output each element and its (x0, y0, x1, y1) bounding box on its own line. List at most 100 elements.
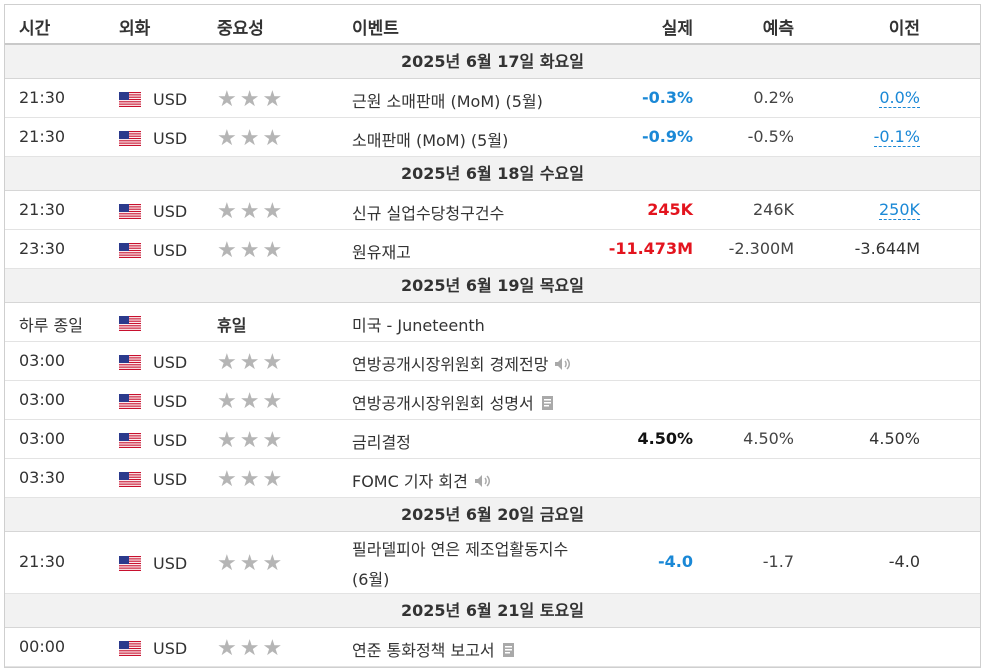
us-flag-icon (119, 131, 141, 146)
star-icon: ★ (262, 467, 286, 492)
date-header: 2025년 6월 19일 목요일 (5, 269, 980, 303)
importance-stars: ★★★ (217, 467, 285, 492)
us-flag-icon (119, 556, 141, 571)
currency-cell: USD (153, 639, 188, 658)
star-icon: ★ (239, 389, 263, 414)
event-name[interactable]: 필라델피아 연은 제조업활동지수 (352, 540, 569, 559)
col-importance-header: 중요성 (217, 19, 264, 39)
forecast-value: -2.300M (728, 239, 794, 258)
previous-value: -4.0 (888, 552, 920, 571)
us-flag-icon (119, 472, 141, 487)
star-icon: ★ (262, 389, 286, 414)
event-cell[interactable]: 근원 소매판매 (MoM) (5월) (352, 88, 543, 112)
date-header: 2025년 6월 20일 금요일 (5, 498, 980, 532)
star-icon: ★ (239, 467, 263, 492)
importance-stars: ★★★ (217, 636, 285, 661)
event-cell[interactable]: 신규 실업수당청구건수 (352, 200, 504, 224)
forecast-value: 0.2% (753, 88, 794, 107)
event-name[interactable]: 원유재고 (352, 243, 411, 262)
table-row[interactable]: 21:30 USD ★★★ 소매판매 (MoM) (5월) -0.9% -0.5% -0.1… (5, 118, 980, 157)
col-forecast-header: 예측 (762, 19, 794, 39)
table-row[interactable]: 하루 종일 휴일 미국 - Juneteenth (5, 303, 980, 342)
star-icon: ★ (239, 87, 263, 112)
event-name[interactable]: 금리결정 (352, 433, 411, 452)
event-name[interactable]: FOMC 기자 회견 (352, 472, 468, 491)
event-name-line2[interactable]: (6월) (352, 570, 390, 589)
previous-value[interactable]: 250K (878, 200, 920, 220)
star-icon: ★ (217, 428, 240, 453)
speaker-icon[interactable] (554, 356, 572, 375)
event-cell[interactable]: 필라델피아 연은 제조업활동지수 (6월) (352, 535, 568, 595)
table-body: 2025년 6월 17일 화요일 21:30 USD ★★★ 근원 소매판매 (MoM)… (5, 45, 980, 667)
forecast-value: 246K (752, 200, 794, 219)
star-icon: ★ (262, 636, 286, 661)
star-icon: ★ (217, 126, 240, 151)
importance-stars: ★★★ (217, 428, 285, 453)
star-icon: ★ (217, 551, 240, 576)
event-name[interactable]: 소매판매 (MoM) (5월) (352, 131, 509, 150)
table-row[interactable]: 21:30 USD ★★★ 필라델피아 연은 제조업활동지수 (6월) -4.0 -1.7-… (5, 532, 980, 594)
time-cell: 21:30 (19, 127, 66, 146)
us-flag-icon (119, 641, 141, 656)
event-name[interactable]: 근원 소매판매 (MoM) (5월) (352, 92, 543, 111)
star-icon: ★ (262, 350, 286, 375)
event-name[interactable]: 신규 실업수당청구건수 (352, 204, 505, 223)
event-name[interactable]: 연방공개시장위원회 경제전망 (352, 355, 549, 374)
star-icon: ★ (239, 551, 263, 576)
event-cell[interactable]: 원유재고 (352, 239, 411, 263)
importance-stars: ★★★ (217, 126, 285, 151)
col-actual-header: 실제 (661, 19, 693, 39)
col-event-header: 이벤트 (352, 19, 399, 39)
star-icon: ★ (262, 428, 286, 453)
table-header: 시간 외화 중요성 이벤트 실제 예측 이전 (5, 5, 980, 45)
forecast-value: 4.50% (743, 429, 794, 448)
table-row[interactable]: 21:30 USD ★★★ 신규 실업수당청구건수 245K 246K 250K (5, 191, 980, 230)
star-icon: ★ (217, 389, 240, 414)
star-icon: ★ (262, 199, 286, 224)
time-cell: 21:30 (19, 552, 66, 571)
table-row[interactable]: 21:30 USD ★★★ 근원 소매판매 (MoM) (5월) -0.3% 0.2% 0.… (5, 79, 980, 118)
event-name[interactable]: 연준 통화정책 보고서 (352, 641, 495, 660)
previous-value[interactable]: -0.1% (873, 127, 920, 147)
star-icon: ★ (239, 350, 263, 375)
col-currency-header: 외화 (119, 19, 151, 39)
previous-value[interactable]: 0.0% (879, 88, 920, 108)
event-name[interactable]: 미국 - Juneteenth (352, 316, 485, 335)
us-flag-icon (119, 316, 141, 331)
star-icon: ★ (217, 199, 240, 224)
speaker-icon[interactable] (474, 473, 492, 492)
table-row[interactable]: 03:00 USD ★★★ 금리결정 4.50% 4.50% 4.50% (5, 420, 980, 459)
document-icon[interactable] (501, 642, 517, 662)
table-row[interactable]: 03:00 USD ★★★ 연방공개시장위원회 경제전망 (5, 342, 980, 381)
event-cell[interactable]: 미국 - Juneteenth (352, 312, 485, 336)
importance-stars: ★★★ (217, 238, 285, 263)
us-flag-icon (119, 433, 141, 448)
event-cell[interactable]: FOMC 기자 회견 (352, 468, 492, 492)
table-row[interactable]: 00:00 USD ★★★ 연준 통화정책 보고서 (5, 628, 980, 667)
table-row[interactable]: 03:30 USD ★★★ FOMC 기자 회견 (5, 459, 980, 498)
importance-stars: ★★★ (217, 87, 285, 112)
previous-value: -3.644M (854, 239, 920, 258)
previous-value: 4.50% (869, 429, 920, 448)
currency-cell: USD (153, 129, 188, 148)
event-cell[interactable]: 연방공개시장위원회 성명서 (352, 390, 556, 415)
us-flag-icon (119, 394, 141, 409)
star-icon: ★ (239, 238, 263, 263)
star-icon: ★ (217, 467, 240, 492)
star-icon: ★ (239, 428, 263, 453)
time-cell: 00:00 (19, 637, 66, 656)
event-name[interactable]: 연방공개시장위원회 성명서 (352, 394, 534, 413)
actual-value: 245K (647, 200, 693, 219)
forecast-value: -1.7 (762, 552, 794, 571)
event-cell[interactable]: 소매판매 (MoM) (5월) (352, 127, 508, 151)
table-row[interactable]: 03:00 USD ★★★ 연방공개시장위원회 성명서 (5, 381, 980, 420)
time-cell: 21:30 (19, 200, 66, 219)
document-icon[interactable] (540, 395, 556, 415)
event-cell[interactable]: 연준 통화정책 보고서 (352, 637, 517, 662)
us-flag-icon (119, 243, 141, 258)
star-icon: ★ (217, 350, 240, 375)
time-cell: 03:00 (19, 429, 66, 448)
table-row[interactable]: 23:30 USD ★★★ 원유재고 -11.473M -2.300M -3.644M (5, 230, 980, 269)
event-cell[interactable]: 연방공개시장위원회 경제전망 (352, 351, 572, 375)
event-cell[interactable]: 금리결정 (352, 429, 411, 453)
